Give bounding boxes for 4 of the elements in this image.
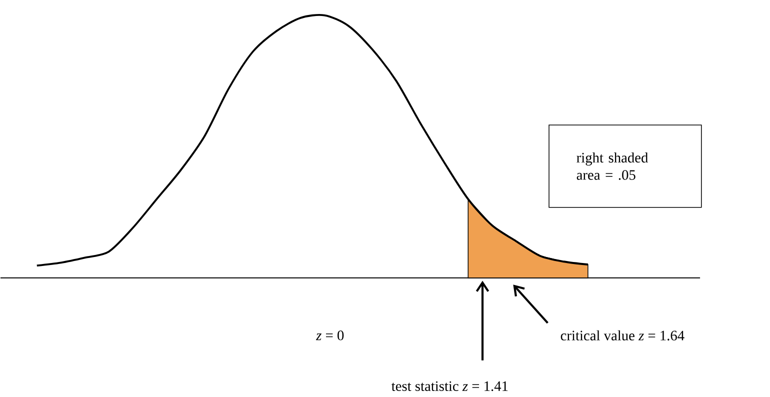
text: critical value z = 1.64 [560,330,684,341]
text: z = 0 [316,330,344,340]
annotation: right shaded area = .05 [576,152,648,180]
text: test statistic z = 1.41 [392,381,508,392]
